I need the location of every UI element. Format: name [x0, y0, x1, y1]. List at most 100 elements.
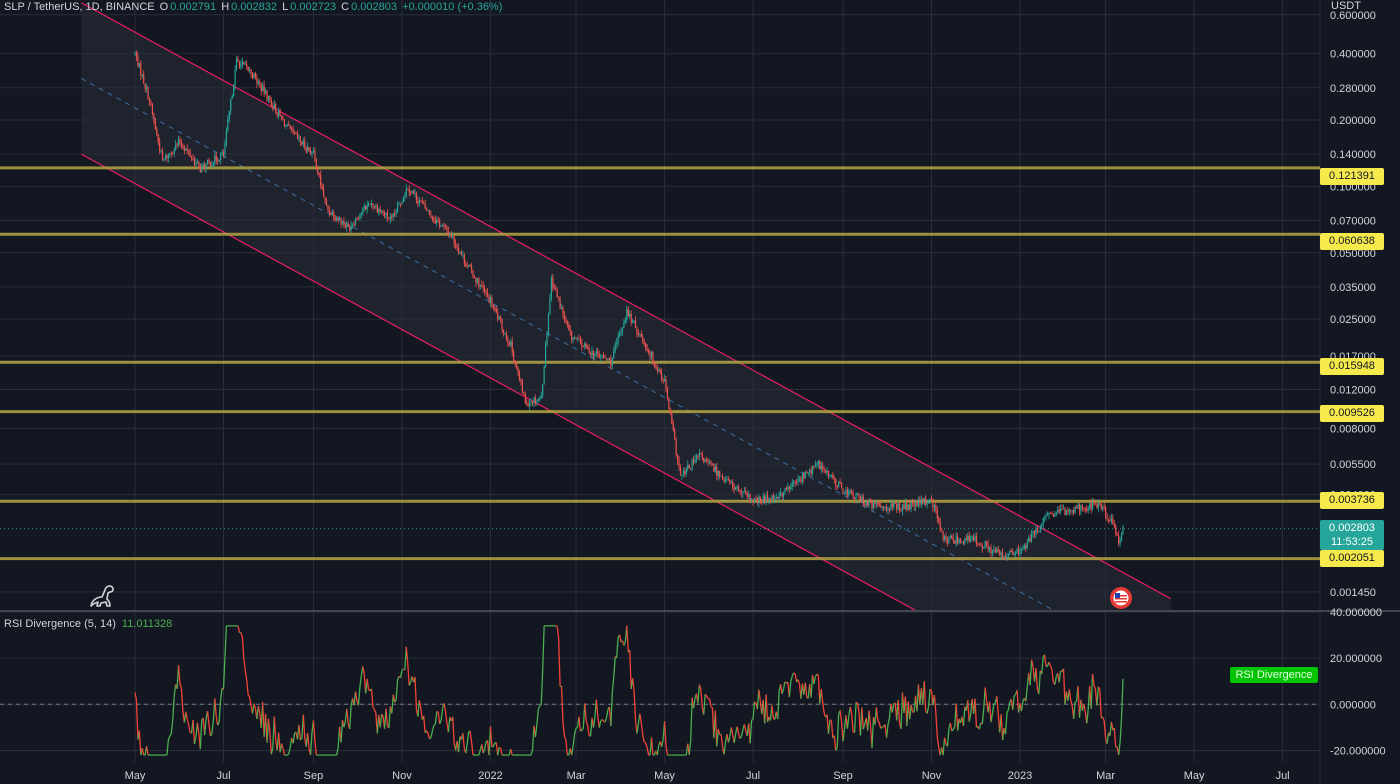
candle-body	[312, 150, 315, 152]
rsi-axis[interactable]: 40.000000 20.000000 0.000000 -20.000000	[1330, 607, 1386, 757]
candle-body	[234, 68, 236, 86]
candle-body	[1081, 505, 1083, 508]
rsi-header[interactable]: RSI Divergence (5, 14) 11.011328	[4, 618, 172, 630]
level-label-6[interactable]: 0.002051	[1320, 550, 1384, 567]
descending-channel[interactable]	[81, 2, 1172, 750]
candle-body	[962, 541, 965, 544]
price-axis[interactable]: 0.600000 0.400000 0.280000 0.200000 0.140000…	[1330, 10, 1376, 599]
candle-body	[813, 466, 815, 467]
candle-body	[714, 466, 716, 472]
dinosaur-icon[interactable]	[88, 582, 118, 610]
rsi-segment	[1074, 700, 1077, 703]
channel-midline	[81, 78, 1055, 610]
candle-body	[373, 206, 375, 208]
candle-body	[649, 352, 651, 357]
price-tick-label: 0.001450	[1330, 587, 1376, 599]
candle-body	[225, 129, 228, 143]
candle-body	[455, 243, 457, 246]
candle-body	[465, 263, 467, 267]
flag-stripe	[1115, 595, 1127, 597]
candle-body	[486, 292, 489, 296]
candle-body	[855, 493, 857, 500]
rsi-segment	[434, 711, 438, 725]
rsi-segment	[560, 686, 564, 723]
candle-body	[575, 338, 577, 340]
candle-body	[677, 454, 679, 461]
candle-body	[986, 541, 988, 545]
candle-body	[616, 342, 618, 345]
candle-body	[298, 136, 300, 139]
rsi-series	[134, 625, 1124, 756]
candle-body	[550, 277, 552, 298]
level-label-4[interactable]: 0.009526	[1320, 405, 1384, 422]
candle-body	[1000, 552, 1002, 556]
candle-body	[864, 504, 866, 506]
rsi-segment	[572, 733, 576, 746]
rsi-segment	[929, 688, 932, 692]
rsi-segment	[1083, 704, 1086, 712]
candle-body	[450, 234, 452, 238]
candle-body	[398, 203, 400, 205]
candle-body	[690, 468, 692, 470]
rsi-segment	[537, 705, 541, 710]
rsi-segment	[482, 748, 486, 754]
candle-body	[987, 544, 989, 550]
level-label-2[interactable]: 0.060638	[1320, 233, 1384, 250]
candle-body	[711, 464, 714, 466]
candle-body	[630, 314, 632, 323]
symbol-title[interactable]: SLP / TetherUS, 1D, BINANCE	[4, 1, 155, 13]
rsi-segment	[708, 698, 712, 707]
candle-body	[1116, 534, 1118, 536]
level-label-5[interactable]: 0.003736	[1320, 492, 1384, 509]
us-flag-event-icon[interactable]	[1109, 586, 1133, 610]
candle-body	[410, 192, 412, 193]
rsi-segment	[282, 748, 286, 756]
rsi-segment	[1049, 665, 1053, 670]
candle-body	[278, 110, 280, 116]
candle-body	[412, 190, 415, 194]
candle-body	[990, 547, 992, 554]
candle-body	[369, 203, 371, 205]
candle-body	[473, 277, 476, 279]
rsi-segment	[946, 728, 950, 747]
candle-body	[633, 320, 635, 322]
candle-body	[708, 461, 711, 463]
rsi-segment	[379, 714, 383, 728]
candle-body	[598, 354, 600, 358]
rsi-segment	[611, 677, 615, 693]
rsi-segment	[853, 702, 857, 733]
rsi-segment	[891, 703, 895, 713]
candle-body	[766, 495, 769, 501]
candle-body	[192, 158, 194, 160]
candle-body	[515, 363, 518, 368]
candle-body	[179, 139, 181, 143]
time-tick-label: Nov	[392, 770, 412, 782]
candle-body	[288, 124, 290, 126]
level-label-3[interactable]: 0.015948	[1320, 358, 1384, 375]
horizontal-levels[interactable]	[0, 166, 1320, 561]
candle-body	[169, 153, 171, 155]
candle-body	[920, 499, 922, 504]
candle-body	[1035, 528, 1037, 535]
candle-body	[1046, 514, 1049, 516]
candle-body	[954, 541, 956, 544]
candle-body	[971, 536, 973, 539]
rsi-segment	[723, 742, 727, 755]
currency-label[interactable]: USDT	[1331, 0, 1361, 12]
candle-body	[466, 266, 468, 268]
candle-body	[154, 120, 156, 129]
candle-body	[533, 397, 535, 404]
current-price-label[interactable]: 0.002803 11:53:25	[1320, 520, 1384, 550]
candle-body	[759, 496, 761, 500]
rsi-segment	[1012, 695, 1015, 710]
price-tick-label: 0.050000	[1330, 248, 1376, 260]
rsi-segment	[437, 711, 441, 725]
candle-body	[308, 146, 310, 151]
level-label-1[interactable]: 0.121391	[1320, 168, 1384, 185]
candle-body	[439, 221, 441, 227]
rsi-segment	[426, 730, 429, 734]
rsi-segment	[267, 718, 271, 734]
time-axis[interactable]: May Jul Sep Nov 2022 Mar May Jul Sep Nov 2023 Mar Ma…	[125, 770, 1290, 782]
rsi-segment	[248, 696, 252, 706]
